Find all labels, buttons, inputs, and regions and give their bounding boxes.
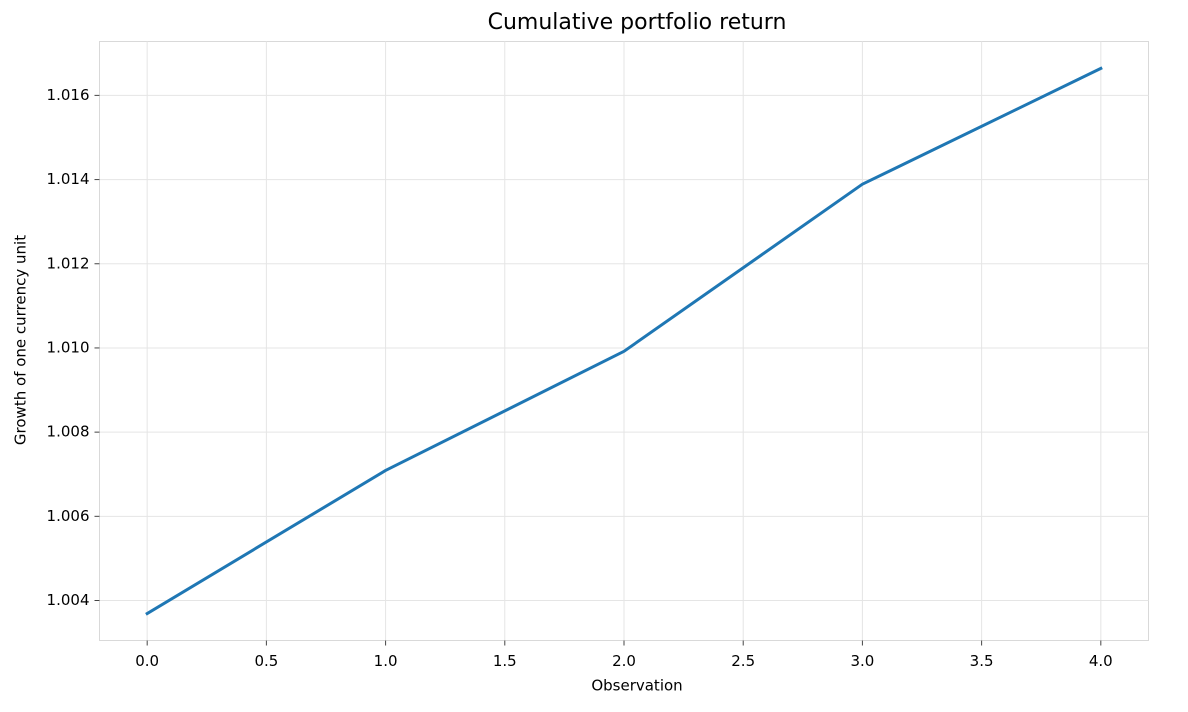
x-tick-label: 1.5 xyxy=(493,652,517,670)
y-tick-label: 1.010 xyxy=(47,338,90,356)
y-axis-label: Growth of one currency unit xyxy=(12,235,30,445)
y-tick-label: 1.008 xyxy=(47,423,90,441)
x-tick-label: 2.5 xyxy=(731,652,755,670)
x-tick-label: 0.0 xyxy=(135,652,159,670)
x-axis-label: Observation xyxy=(591,677,682,695)
y-tick-label: 1.004 xyxy=(47,591,90,609)
y-tick-label: 1.014 xyxy=(47,170,90,188)
x-tick-label: 4.0 xyxy=(1089,652,1113,670)
y-tick-label: 1.012 xyxy=(47,254,90,272)
x-tick-label: 3.0 xyxy=(850,652,874,670)
y-tick-label: 1.016 xyxy=(47,86,90,104)
x-tick-label: 2.0 xyxy=(612,652,636,670)
x-tick-label: 0.5 xyxy=(254,652,278,670)
x-tick-label: 3.5 xyxy=(970,652,994,670)
chart-title: Cumulative portfolio return xyxy=(488,10,787,35)
x-tick-label: 1.0 xyxy=(374,652,398,670)
line xyxy=(145,66,1103,616)
y-tick-label: 1.006 xyxy=(47,507,90,525)
